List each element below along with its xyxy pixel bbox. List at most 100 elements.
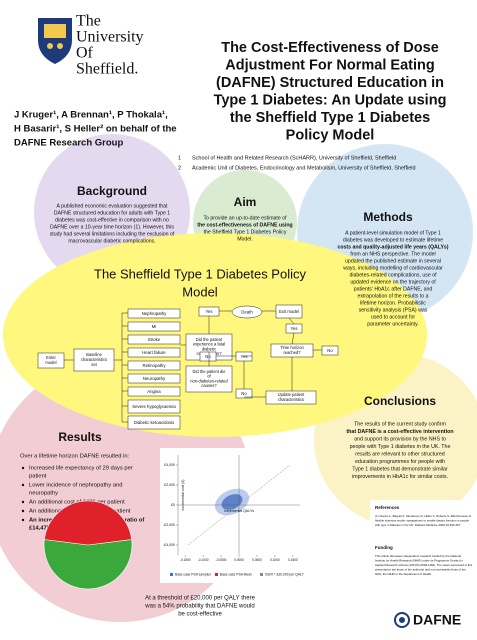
- flow-label: Yes: [240, 354, 247, 359]
- dafne-logo: DAFNE: [413, 612, 461, 628]
- results-footer: be cost-effective: [178, 612, 222, 618]
- flow-label: Death: [241, 309, 253, 314]
- methods-text: patients' HbA1c after DAFNE, and: [354, 286, 433, 292]
- funding-text: presentation are those of the author(s) …: [375, 567, 466, 571]
- background-text: study had several limitations including …: [50, 231, 175, 237]
- flow-label: Did the patient die of non-diabetes-relate…: [190, 369, 228, 388]
- conclusions-text: that DAFNE is a cost-effective intervent…: [346, 429, 453, 435]
- bullet: [21, 466, 25, 470]
- methods-text: costs and quality-adjusted life years (Q…: [337, 244, 448, 250]
- methods-text: A patient-level simulation model of Type…: [345, 230, 441, 236]
- methods-text: sensitivity analysis (PSA) was: [359, 307, 428, 313]
- flow-node: [231, 305, 263, 319]
- flow-label: No: [241, 391, 247, 396]
- bullet: [21, 518, 25, 522]
- title: the Sheffield Type 1 Diabetes: [230, 110, 430, 126]
- flow-label: Diabetic ketoacidosis: [134, 420, 174, 425]
- results-bullet: patient: [29, 474, 47, 480]
- conclusions-text: results are relevant to other structured: [355, 451, 445, 457]
- flow-label: No: [205, 354, 211, 359]
- aim-text: the cost-effectiveness of DAFNE using: [197, 222, 292, 228]
- authors: J Kruger¹, A Brennan¹, P Thokala¹,: [14, 110, 168, 121]
- conclusions-text: education programmes for people with: [355, 459, 445, 465]
- affiliation: Academic Unit of Diabetes, Endocrinology…: [192, 165, 416, 171]
- methods-text: used to account for: [371, 314, 415, 320]
- flow-label: Enter model: [45, 355, 56, 365]
- title: The Cost-Effectiveness of Dose: [221, 40, 439, 56]
- legend-label: ICER = £20,000 per QALY: [265, 572, 305, 576]
- x-axis-label: Incremental QALYs: [224, 509, 254, 513]
- heading: Results: [58, 430, 102, 444]
- heading: Background: [77, 184, 147, 198]
- results-footer: At a threshold of £20,000 per QALY there: [145, 596, 256, 602]
- flow-node: [37, 352, 65, 369]
- methods-text: updated evidence on the trajectory of: [350, 279, 436, 285]
- conclusions-text: people with Type 1 diabetes in the UK. T…: [350, 444, 451, 450]
- methods-text: from an NHS perspective. The model: [350, 251, 435, 257]
- authors: DAFNE Research Group: [14, 138, 123, 149]
- conclusions-text: The results of the current study confirm: [354, 421, 446, 427]
- flow-node: [127, 360, 181, 371]
- flow-label: MI: [152, 324, 157, 329]
- flow-node: [199, 351, 217, 362]
- heading: Methods: [363, 210, 413, 224]
- y-axis-label: Incremental cost (£): [181, 480, 185, 511]
- bullet: [21, 483, 25, 487]
- background-text: DAFNE structured education for adults wi…: [54, 210, 171, 216]
- funding-text: Applied Research scheme (RP-PG-0606-1184…: [375, 563, 473, 567]
- methods-text: extrapolation of the results to a: [358, 293, 429, 299]
- aim-text: Model.: [237, 236, 253, 242]
- legend-label: Base case PSA Mean: [220, 572, 252, 576]
- authors: H Basarir¹, S Heller² on behalf of the: [14, 124, 177, 135]
- background-text: DAFNE over a 10-year time horizon (1). H…: [50, 224, 174, 230]
- methods-text: parameter uncertainty.: [367, 321, 419, 327]
- scatter-cloud: [214, 488, 250, 516]
- background-text: A published economic evaluation suggeste…: [56, 203, 168, 209]
- notes-panel: [370, 500, 470, 590]
- logo-text: The: [76, 13, 101, 30]
- aim-text: the Sheffield Type 1 Diabetes Policy: [204, 229, 287, 235]
- flow-label: Heart failure: [142, 350, 166, 355]
- legend-label: Base case PSA samples: [175, 572, 211, 576]
- dafne-mark: [394, 612, 410, 628]
- legend-swatch: [260, 573, 263, 576]
- background-text: diabetes was cost-effective in compariso…: [55, 217, 169, 223]
- crest: [38, 18, 72, 64]
- flow-label: No: [327, 348, 333, 353]
- results-footer: was a 54% probability that DAFNE would: [144, 604, 254, 610]
- funding-heading: Funding: [375, 545, 393, 550]
- affiliation: School of Health and Related Research (S…: [192, 155, 396, 161]
- flow-node: [127, 415, 181, 430]
- x-tick-label: -0.1000: [198, 558, 209, 562]
- affiliation-number: 1: [178, 155, 181, 161]
- y-tick-label: £4,000: [164, 463, 175, 467]
- results-intro: Over a lifetime horizon DAFNE resulted i…: [20, 454, 130, 460]
- flow-label: Time horizon reached?: [280, 345, 304, 355]
- reference: flexible intensive insulin management to…: [375, 518, 469, 522]
- model-heading: Model: [182, 284, 218, 299]
- pie-slice: [43, 539, 133, 590]
- model-heading: The Sheffield Type 1 Diabetes Policy: [94, 266, 306, 281]
- x-tick-label: -0.1500: [180, 558, 191, 562]
- y-tick-label: -£2,000: [163, 523, 175, 527]
- y-tick-label: £2,000: [164, 483, 175, 487]
- affiliation-number: 2: [178, 165, 181, 171]
- logo-text: Sheffield.: [76, 61, 138, 78]
- heading: Aim: [234, 195, 257, 209]
- flow-label: Stroke: [148, 337, 161, 342]
- flow-label: Severe hypoglycaemia: [132, 404, 176, 409]
- flow-label: Update patient characteristics: [278, 392, 305, 402]
- logo-text: Of: [76, 45, 94, 62]
- flow-label: Baseline characteristics set: [81, 352, 107, 367]
- flow-connector: [288, 317, 295, 325]
- methods-text: diabetes-related complications, use of: [349, 272, 437, 278]
- funding-text: This article discusses independent resea…: [375, 554, 461, 558]
- pie-slice: [44, 500, 132, 546]
- bullet: [21, 500, 25, 504]
- funding-text: Institute for Health Research (NIHR) und…: [375, 558, 463, 562]
- scatter-panel: [160, 448, 305, 583]
- flow-label: Retinopathy: [143, 363, 167, 368]
- y-tick-label: £0: [171, 503, 175, 507]
- flow-node: [127, 399, 181, 414]
